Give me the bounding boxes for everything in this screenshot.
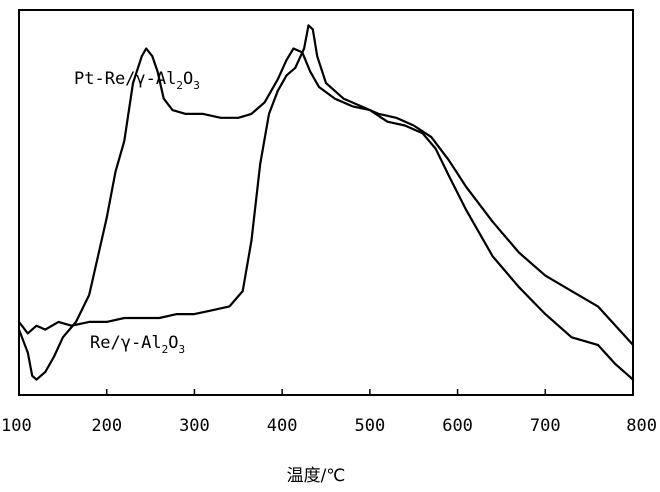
x-tick-label-500: 500 [354,416,385,436]
x-tick-label-100: 100 [1,416,32,436]
series-label-pt-re: Pt-Re/γ-Al2O3 [74,69,200,92]
series-curves [17,24,635,381]
plot-frame [18,9,634,396]
x-tick-label-200: 200 [91,416,122,436]
x-axis-ticks [18,389,634,395]
x-axis-tick-labels: 100 200 300 400 500 600 700 800 [1,416,657,436]
x-tick-label-700: 700 [530,416,561,436]
series-line-1 [17,24,635,346]
x-tick-label-600: 600 [442,416,473,436]
series-line-0 [17,47,635,381]
x-tick-label-800: 800 [626,416,657,436]
x-tick-label-300: 300 [179,416,210,436]
x-tick-label-400: 400 [267,416,298,436]
series-label-re: Re/γ-Al2O3 [90,333,185,356]
x-axis-title: 温度/℃ [287,466,346,486]
